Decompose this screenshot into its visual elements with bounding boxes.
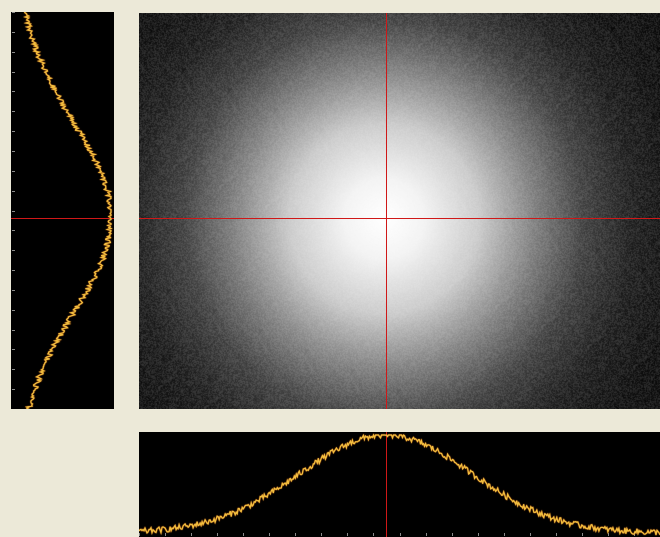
- vertical-profile-trace: [23, 12, 113, 409]
- horizontal-profile-trace: [139, 433, 660, 536]
- horizontal-profile-panel: [139, 432, 660, 537]
- vertical-profile-panel: [11, 12, 114, 409]
- vertical-profile-plot: [11, 12, 114, 409]
- sensor-noise: [139, 13, 660, 409]
- vertical-profile-ticks: [12, 12, 15, 390]
- horizontal-profile-ticks: [139, 533, 635, 536]
- beam-image-view[interactable]: [139, 13, 660, 409]
- crosshair-overlay[interactable]: [139, 13, 660, 409]
- horizontal-profile-plot: [139, 432, 660, 537]
